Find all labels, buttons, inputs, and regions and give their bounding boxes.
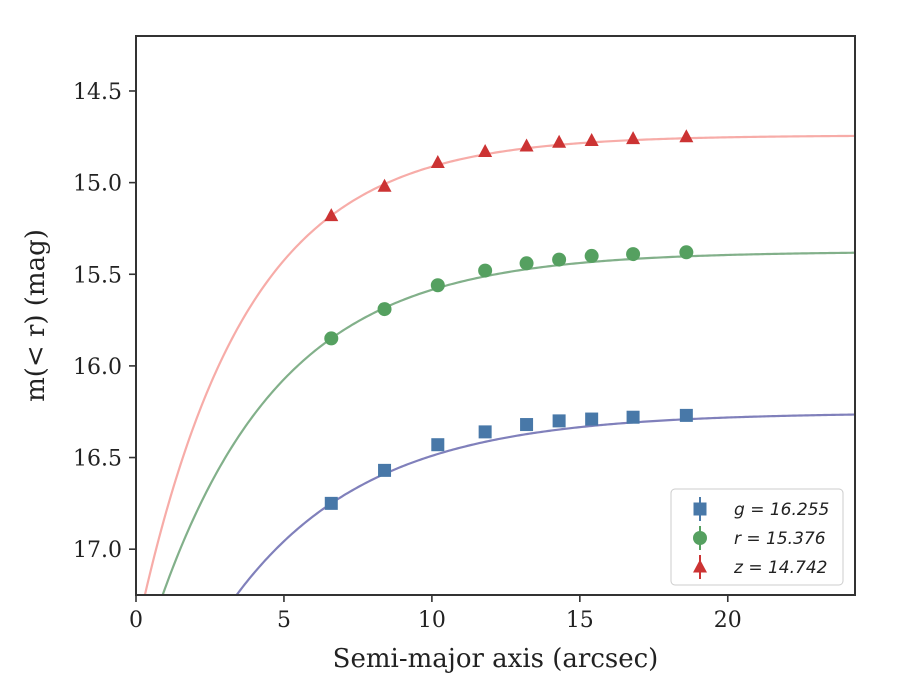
fit-curve-z (143, 134, 856, 596)
legend-marker-z (693, 559, 707, 573)
data-point-g-9 (679, 408, 693, 422)
data-point-g-1 (324, 496, 338, 510)
data-point-z-7 (584, 132, 599, 146)
data-point-z-5 (519, 138, 534, 152)
data-point-z-6 (552, 134, 567, 148)
y-tick-label-14.5: 14.5 (73, 80, 122, 105)
data-point-g-2 (378, 463, 392, 477)
data-point-r-9 (679, 245, 694, 260)
x-tick-label-10: 10 (418, 608, 446, 633)
data-point-g-5 (520, 418, 534, 432)
data-point-r-5 (519, 256, 534, 271)
x-tick-label-0: 0 (129, 608, 143, 633)
fit-curve-g (235, 413, 856, 596)
data-point-r-1 (324, 331, 339, 346)
data-point-z-9 (679, 129, 694, 143)
legend: g = 16.255 r = 15.376 z = 14.742 (670, 488, 844, 586)
data-point-r-8 (626, 247, 641, 262)
data-point-z-1 (324, 208, 339, 222)
data-point-r-4 (478, 263, 493, 278)
y-tick-label-16: 16.0 (73, 355, 122, 380)
legend-box (670, 488, 844, 586)
data-markers (324, 129, 694, 510)
data-point-r-2 (377, 302, 392, 317)
data-point-g-3 (431, 438, 445, 452)
legend-marker-g (693, 502, 707, 516)
legend-label-r: r = 15.376 (734, 529, 826, 549)
x-axis: 0 5 10 15 20 (129, 595, 742, 633)
legend-label-z: z = 14.742 (733, 558, 827, 578)
legend-label-g: g = 16.255 (734, 500, 829, 520)
data-point-g-6 (552, 414, 566, 428)
fit-curve-r (161, 251, 856, 596)
data-point-g-8 (626, 410, 640, 424)
data-point-r-3 (430, 278, 445, 293)
data-point-r-6 (552, 252, 567, 267)
data-point-r-7 (584, 248, 599, 263)
data-point-z-4 (478, 143, 493, 157)
y-axis-title: m(< r) (mag) (21, 229, 51, 402)
fit-curves (143, 134, 856, 596)
y-tick-label-15: 15.0 (73, 172, 122, 197)
y-tick-label-15.5: 15.5 (73, 263, 122, 288)
data-point-z-8 (626, 131, 641, 145)
y-tick-label-17: 17.0 (73, 538, 122, 563)
legend-marker-r (693, 531, 707, 545)
y-tick-label-16.5: 16.5 (73, 447, 122, 472)
data-point-g-7 (585, 412, 599, 426)
x-tick-label-5: 5 (277, 608, 291, 633)
y-axis: 14.5 15.0 15.5 16.0 16.5 17.0 (73, 80, 136, 563)
plot-frame (135, 35, 856, 596)
x-tick-label-20: 20 (714, 608, 742, 633)
data-point-z-2 (377, 178, 392, 192)
x-tick-label-15: 15 (566, 608, 594, 633)
data-point-g-4 (478, 425, 492, 439)
data-point-z-3 (430, 154, 445, 168)
x-axis-title: Semi-major axis (arcsec) (333, 644, 659, 674)
